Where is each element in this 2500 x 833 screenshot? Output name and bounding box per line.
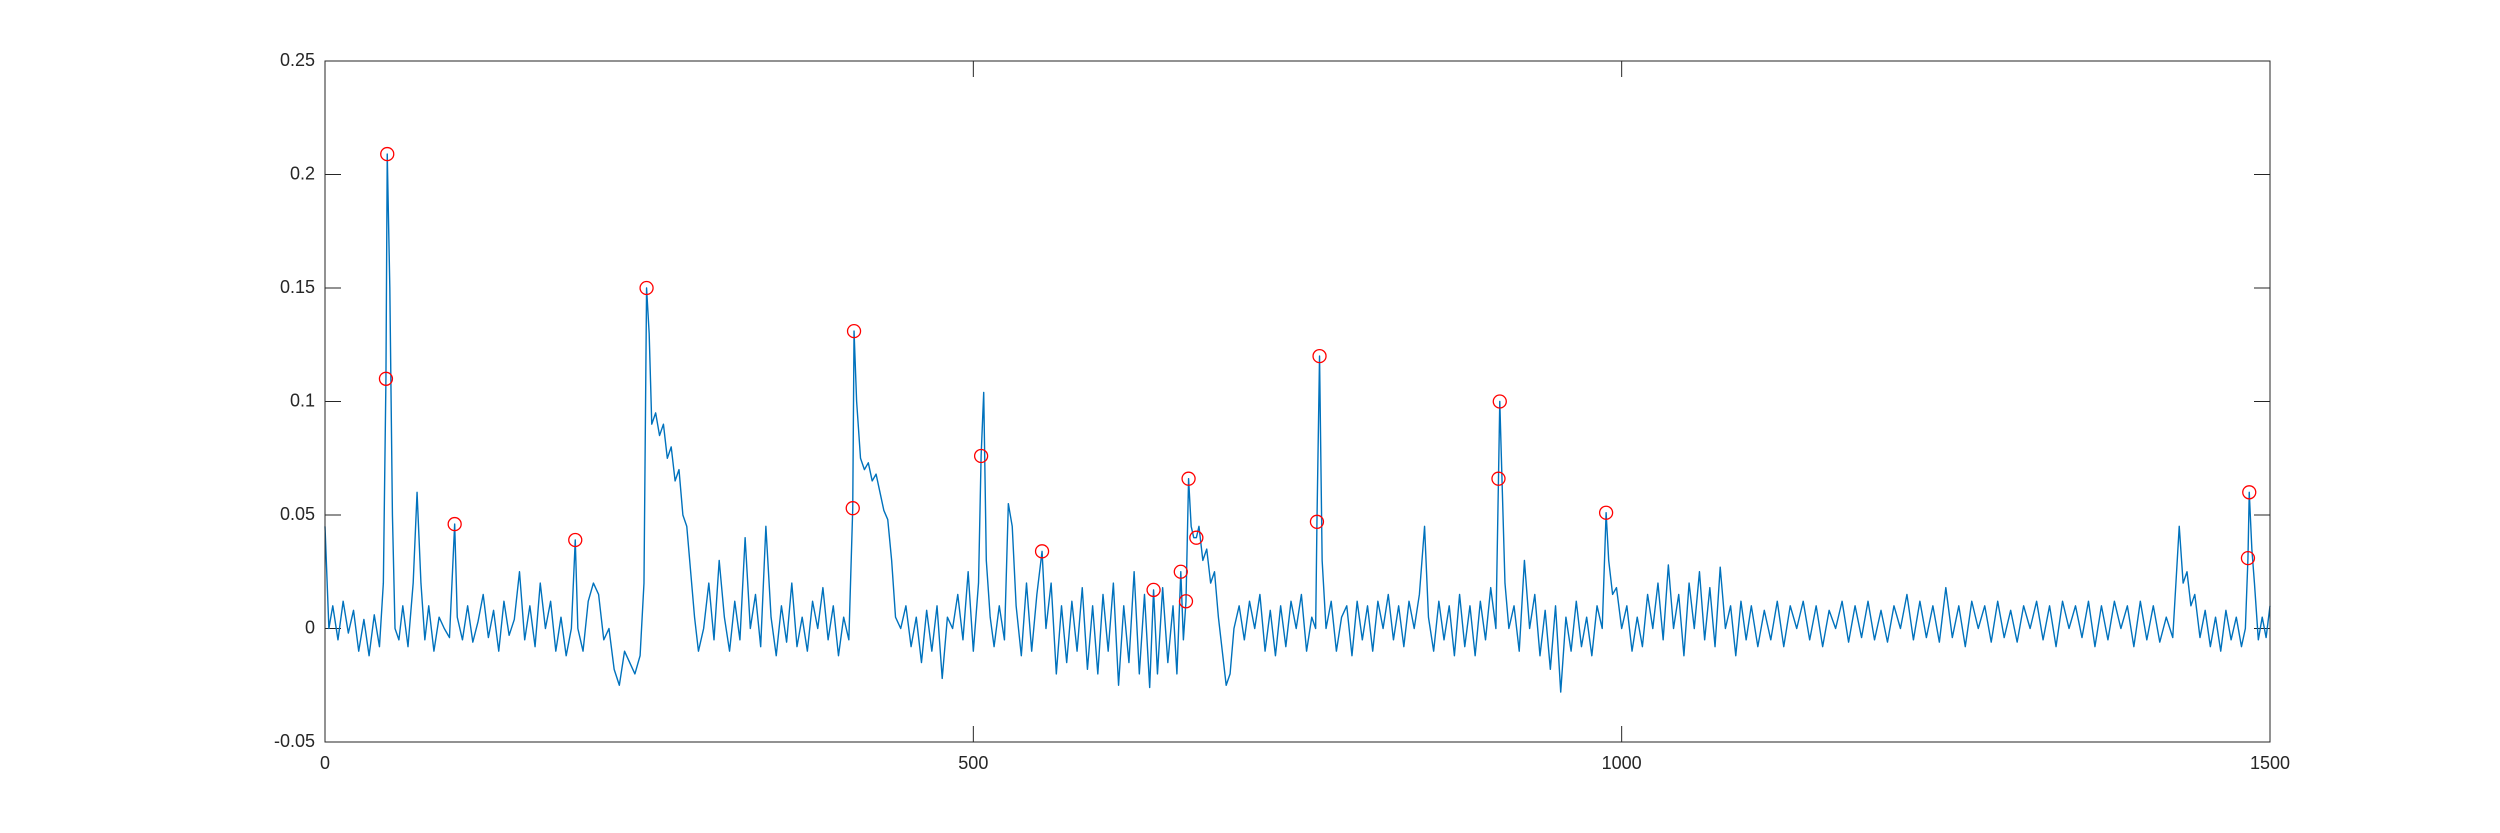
peak-marker bbox=[1178, 594, 1194, 609]
y-tick-label: 0.25 bbox=[280, 50, 315, 70]
peak-marker bbox=[1309, 514, 1325, 529]
peak-marker bbox=[1312, 348, 1327, 364]
peak-marker bbox=[1034, 544, 1050, 559]
x-tick-label: 1500 bbox=[2250, 753, 2290, 773]
peak-marker bbox=[378, 371, 394, 386]
peak-marker bbox=[1598, 505, 1614, 520]
axes-box bbox=[324, 60, 2271, 743]
peak-marker bbox=[1173, 564, 1188, 579]
peak-marker bbox=[1189, 530, 1204, 545]
peak-marker bbox=[2242, 485, 2257, 500]
x-tick-label: 0 bbox=[320, 753, 330, 773]
y-tick-label: 0.15 bbox=[280, 277, 315, 297]
y-tick-label: 0 bbox=[305, 617, 315, 637]
peak-marker bbox=[1491, 471, 1506, 486]
peak-marker bbox=[1181, 471, 1196, 486]
y-tick-label: -0.05 bbox=[274, 731, 315, 751]
x-tick-label: 1000 bbox=[1602, 753, 1642, 773]
peak-marker bbox=[639, 280, 654, 296]
peak-marker bbox=[447, 516, 462, 532]
peak-marker bbox=[973, 448, 989, 464]
y-tick-label: 0.2 bbox=[290, 163, 315, 183]
y-tick-label: 0.05 bbox=[280, 504, 315, 524]
data-line bbox=[324, 153, 2271, 693]
x-tick-label: 500 bbox=[958, 753, 988, 773]
peak-marker bbox=[568, 532, 583, 548]
peak-marker bbox=[846, 323, 862, 339]
peak-marker bbox=[2240, 550, 2256, 566]
peak-marker bbox=[1492, 394, 1507, 409]
peak-marker bbox=[380, 146, 395, 162]
peak-marker bbox=[1146, 582, 1161, 598]
peak-marker bbox=[845, 501, 860, 516]
y-tick-label: 0.1 bbox=[290, 390, 315, 410]
